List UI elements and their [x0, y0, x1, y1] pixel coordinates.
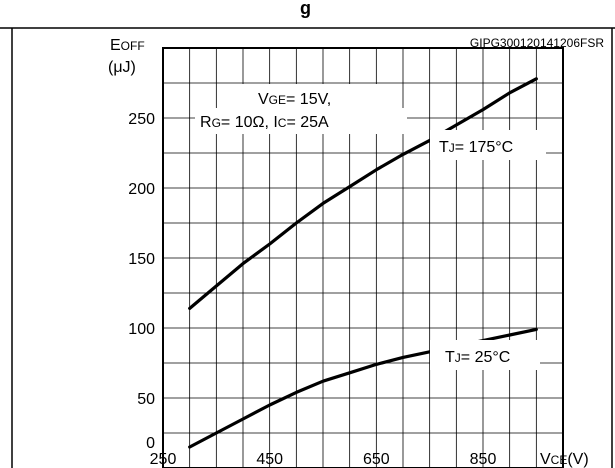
- axis-ticks: 250 450 650 850 0 50 100 150 200 250: [128, 111, 496, 468]
- series-label-175c: TJ= 175°C: [439, 139, 513, 156]
- condition-rg-ic: RG= 10Ω, IC= 25A: [200, 114, 329, 131]
- x-tick-label: 850: [470, 451, 497, 468]
- x-axis-label: VCE(V): [540, 451, 589, 468]
- y-tick-label: 250: [128, 111, 155, 128]
- series-label-25c: TJ= 25°C: [445, 349, 510, 366]
- x-tick-label: 250: [150, 451, 177, 468]
- y-tick-label: 200: [128, 181, 155, 198]
- y-tick-label: 100: [128, 321, 155, 338]
- y-tick-label: 150: [128, 251, 155, 268]
- label-bg-25: [430, 340, 540, 370]
- conditions-bg-2: [195, 108, 407, 134]
- y-axis-label: EOFF: [110, 37, 145, 54]
- x-tick-label: 450: [256, 451, 283, 468]
- y-tick-label: 50: [137, 391, 155, 408]
- y-axis-unit: (μJ): [108, 59, 136, 76]
- header-fragment: g: [300, 0, 311, 18]
- y-tick-label: 0: [146, 435, 155, 452]
- label-bg-175: [430, 130, 546, 160]
- condition-vge: VGE= 15V,: [258, 91, 331, 108]
- grid: [163, 48, 563, 468]
- figure-code: GIPG300120141206FSR: [470, 36, 604, 50]
- plot-frame: [162, 47, 564, 468]
- conditions-bg-1: [236, 84, 384, 108]
- x-tick-label: 650: [363, 451, 390, 468]
- series-line-175c: [188, 77, 538, 310]
